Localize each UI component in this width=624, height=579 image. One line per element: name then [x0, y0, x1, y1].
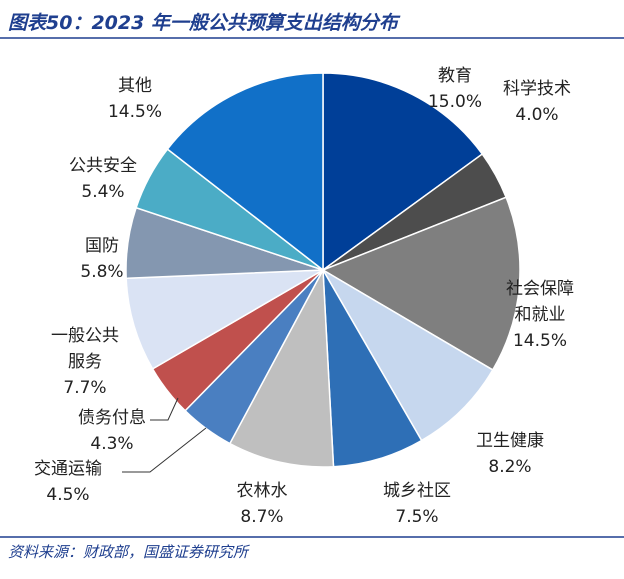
slice-label: 交通运输 4.5%: [32, 456, 103, 508]
slice-label: 公共安全 5.4%: [67, 153, 138, 205]
value-label: 15.0%: [427, 92, 483, 112]
leader-line: [150, 397, 179, 421]
value-label: 4.5%: [46, 485, 90, 505]
category-label: 一般公共服务: [50, 326, 119, 372]
pie-slice: [321, 196, 521, 371]
value-label: 7.7%: [63, 378, 107, 398]
chart-title: 图表50：2023 年一般公共预算支出结构分布: [8, 12, 398, 34]
pie-slice: [125, 269, 324, 370]
value-label: 14.5%: [107, 102, 163, 122]
value-label: 5.4%: [81, 182, 125, 202]
category-label: 国防: [84, 236, 119, 256]
slice-label: 一般公共服务 7.7%: [49, 323, 120, 401]
pie-slice: [322, 72, 484, 272]
category-label: 卫生健康: [475, 431, 544, 451]
value-label: 14.5%: [512, 331, 568, 351]
pie-slice: [228, 267, 335, 468]
pie-slice: [166, 72, 324, 272]
category-label: 社会保障和就业: [505, 279, 574, 325]
value-label: 7.5%: [395, 507, 439, 527]
category-label: 农林水: [236, 481, 288, 501]
slice-label: 债务付息 4.3%: [76, 405, 147, 457]
slice-label: 科学技术 4.0%: [501, 76, 572, 128]
category-label: 科学技术: [502, 79, 571, 99]
value-label: 8.2%: [488, 457, 532, 477]
source-note: 资料来源：财政部，国盛证券研究所: [8, 543, 249, 561]
slice-label: 其他 14.5%: [99, 73, 170, 125]
category-label: 公共安全: [68, 156, 137, 176]
pie-slice: [320, 267, 494, 442]
value-label: 8.7%: [240, 507, 284, 527]
category-label: 交通运输: [33, 459, 102, 479]
slice-label: 国防 5.8%: [66, 233, 137, 285]
slice-label: 卫生健康 8.2%: [474, 428, 545, 480]
slice-label: 城乡社区 7.5%: [381, 478, 452, 530]
value-label: 5.8%: [80, 262, 124, 282]
slice-label: 农林水 8.7%: [226, 478, 297, 530]
category-label: 城乡社区: [382, 481, 451, 501]
value-label: 4.0%: [515, 105, 559, 125]
category-label: 债务付息: [77, 408, 146, 428]
slice-label: 社会保障和就业 14.5%: [504, 276, 575, 354]
category-label: 其他: [117, 76, 152, 96]
value-label: 4.3%: [90, 434, 134, 454]
leader-line: [122, 427, 207, 473]
slice-label: 教育 15.0%: [419, 63, 490, 115]
category-label: 教育: [437, 66, 472, 86]
